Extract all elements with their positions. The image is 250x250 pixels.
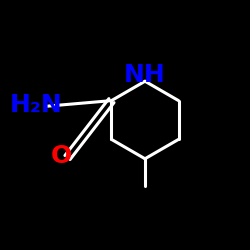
Text: O: O bbox=[51, 144, 72, 168]
Text: H₂N: H₂N bbox=[10, 93, 62, 117]
Text: NH: NH bbox=[124, 63, 166, 87]
